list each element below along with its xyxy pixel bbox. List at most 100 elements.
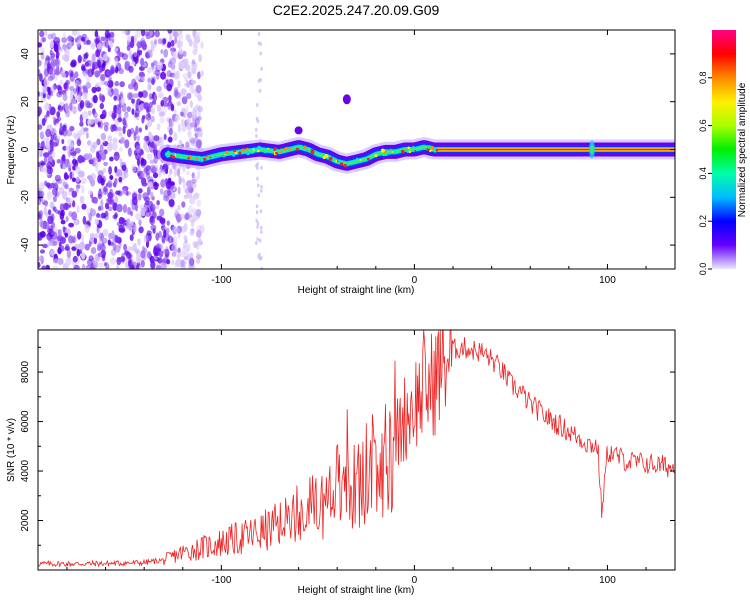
spectrogram-noise-speck [189,100,193,109]
spectrogram-noise-speck [174,208,179,214]
colorbar-tick-label: 0.4 [698,167,708,180]
spectrogram-noise-speck [156,61,163,71]
spectrogram-noise-speck [88,118,95,125]
spectrogram-noise-speck [122,204,128,213]
spectrogram-noise-speck [139,66,145,71]
snr-ytick-label: 2000 [20,509,31,532]
spectrogram-outlier-blob [294,126,303,135]
spectrogram-noise-speck [130,245,136,252]
spectrogram-noise-speck [111,110,116,116]
spectrogram-noise-speck [180,251,186,258]
spectrogram-track-speck [381,152,386,157]
spectrogram-noise-speck [164,163,168,170]
spectrogram-noise-speck [163,133,167,140]
spectrogram-noise-speck [149,49,153,58]
spectrogram-noise-speck [50,52,56,59]
spectrogram-noise-speck [197,71,201,80]
spectrogram-noise-speck [62,145,67,151]
spectrogram-noise-speck [136,158,141,167]
spectrogram-noise-speck [46,146,51,152]
spectrogram-noise-speck [107,69,114,75]
spectrogram-noise-speck [66,198,73,205]
spectrogram-noise-speck [191,63,196,70]
spectrogram-noise-speck [68,235,75,244]
spectrogram-track-layer [157,137,675,174]
spectrogram-noise-speck [255,134,258,138]
spectrogram-noise-speck [91,53,96,62]
spectrogram-noise-speck [102,228,109,237]
spectrogram-noise-speck [177,186,181,195]
spectrogram-noise-speck [115,264,120,269]
spectrogram-noise-speck [176,41,183,49]
spectrogram-noise-speck [157,257,163,264]
spectrogram-noise-speck [160,100,164,107]
spectrogram-noise-speck [105,202,110,210]
spectrogram-noise-speck [79,249,83,255]
spectrogram-track-speck [400,149,405,154]
spectrogram-noise-speck [108,139,113,149]
spectrogram-noise-speck [76,129,82,139]
spectrogram-noise-speck [87,110,92,116]
spectrogram-track-speck [208,156,210,158]
spectrogram-noise-speck [40,190,45,198]
spectrogram-noise-speck [101,109,107,119]
spectrogram-noise-speck [68,222,74,228]
spectrogram-noise-speck [146,66,152,74]
spectrogram-noise-speck [254,127,258,132]
spectrogram-noise-speck [53,206,57,212]
spectrogram-noise-speck [81,263,86,269]
spectrogram-noise-speck [143,31,150,36]
spectrogram-noise-speck [39,73,43,82]
spectrogram-noise-speck [96,225,100,234]
spectrogram-noise-speck [128,261,134,269]
spectrogram-noise-speck [154,30,160,38]
spectrogram-noise-speck [104,210,109,217]
snr-plot-area [38,330,675,570]
spectrogram-noise-speck [255,163,258,168]
spectrogram-noise-speck [256,224,259,229]
spectrogram-noise-speck [62,164,67,170]
spectrogram-noise-speck [84,243,90,251]
colorbar-label: Normalized spectral amplitude [737,82,748,217]
spectrogram-track-speck [391,151,394,153]
spectrogram-track-speck [295,147,299,151]
spectrogram-noise-speck [124,250,130,256]
spectrogram-noise-speck [98,262,105,268]
spectrogram-noise-speck [109,31,115,38]
spectrogram-track-speck [275,151,278,155]
spectrogram-noise-speck [177,204,181,211]
spectrogram-noise-speck [121,53,129,61]
snr-panel: -100 0 100 2000 4000 6000 8000 Height of strai… [6,329,676,596]
spectrogram-track-speck [238,151,242,155]
spectrogram-noise-speck [166,259,171,265]
spectrogram-noise-speck [136,258,142,264]
spectrogram-track-speck [257,145,261,150]
spectrogram-noise-speck [180,259,185,268]
spectrogram-noise-speck [260,230,263,234]
figure-title: C2E2.2025.247.20.09.G09 [273,2,440,18]
spectrogram-noise-speck [72,150,77,156]
spectrogram-noise-speck [189,257,195,267]
spectrogram-ytick-label: 40 [20,48,31,60]
spectrogram-track-speck [434,147,437,150]
spectrogram-noise-speck [183,255,189,261]
spectrogram-noise-speck [42,84,48,94]
spectrogram-noise-speck [159,111,166,117]
spectrogram-noise-speck [152,172,159,179]
spectrogram-noise-speck [155,232,160,241]
spectrogram-track-speck [389,148,392,151]
spectrogram-noise-speck [138,226,144,234]
spectrogram-noise-speck [156,200,160,206]
spectrogram-noise-speck [57,229,62,236]
spectrogram-noise-speck [114,119,119,127]
spectrogram-track-speck [198,155,201,158]
spectrogram-noise-speck [170,63,176,71]
spectrogram-noise-speck [81,203,87,210]
spectrogram-noise-speck [43,206,47,216]
spectrogram-noise-speck [195,242,200,251]
spectrogram-noise-speck [44,201,48,208]
spectrogram-noise-speck [94,70,101,77]
spectrogram-noise-speck [107,79,114,88]
spectrogram-noise-speck [56,50,60,58]
spectrogram-noise-speck [135,145,141,154]
